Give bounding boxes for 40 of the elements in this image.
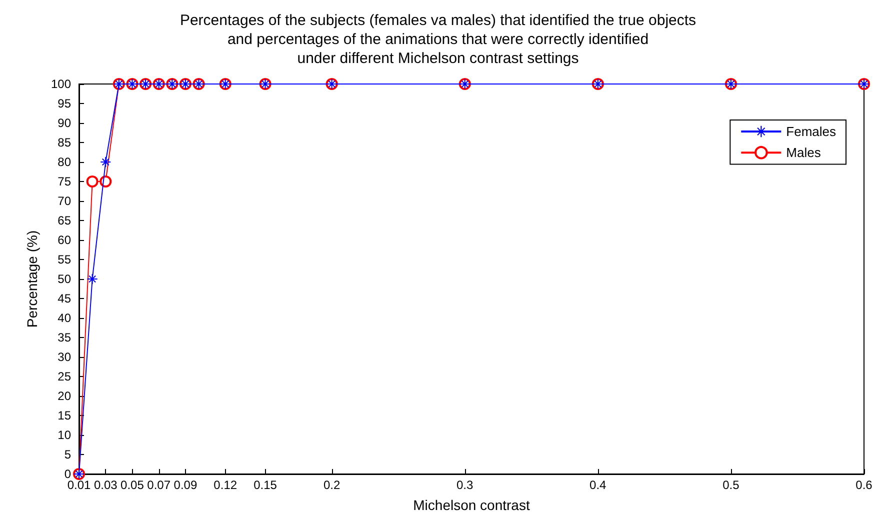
y-tick-label: 65	[58, 214, 72, 228]
y-tick-label: 100	[50, 77, 72, 91]
x-axis-title: Michelson contrast	[413, 497, 530, 513]
y-tick-label: 90	[58, 116, 72, 130]
x-tick-label: 0.03	[94, 478, 118, 492]
chart-title: Percentages of the subjects (females va males) that identified the true objects and percentages of the animations that were correctly identified under different Michelson contrast settings	[180, 12, 696, 67]
y-tick-label: 85	[58, 136, 72, 150]
x-tick-label: 0.15	[254, 478, 278, 492]
y-tick-label: 60	[58, 233, 72, 247]
point	[86, 176, 98, 188]
y-tick-label: 35	[58, 330, 72, 344]
y-tick-label: 15	[58, 408, 72, 422]
x-tick-label: 0.09	[174, 478, 198, 492]
y-tick-label: 70	[58, 194, 72, 208]
x-tick-label: 0.2	[323, 478, 340, 492]
y-tick-label: 25	[58, 370, 72, 384]
y-tick-label: 95	[58, 96, 72, 110]
x-tick-label: 0.01	[67, 478, 91, 492]
y-tick-label: 30	[58, 350, 72, 364]
x-tick-label: 0.07	[147, 478, 171, 492]
point	[100, 157, 111, 167]
y-tick-label: 80	[58, 155, 72, 169]
y-tick-label: 50	[58, 272, 72, 286]
y-tick-label: 0	[64, 467, 72, 481]
y-tick-label: 20	[58, 389, 72, 403]
legend-label: Males	[786, 145, 822, 160]
y-tick-label: 40	[58, 311, 72, 325]
x-tick-label: 0.12	[214, 478, 238, 492]
y-tick-label: 55	[58, 252, 72, 266]
x-tick-label: 0.3	[456, 478, 474, 492]
y-tick-label: 5	[64, 448, 72, 462]
y-tick-label: 10	[58, 428, 72, 442]
y-tick-label: 75	[58, 174, 72, 188]
x-tick-label: 0.05	[120, 478, 144, 492]
y-axis-title: Percentage (%)	[24, 230, 40, 328]
x-tick-label: 0.5	[722, 478, 740, 492]
y-tick-label: 45	[58, 292, 72, 306]
x-tick-label: 0.6	[856, 478, 873, 492]
legend-label: Females	[786, 124, 836, 139]
x-tick-label: 0.4	[590, 478, 607, 492]
